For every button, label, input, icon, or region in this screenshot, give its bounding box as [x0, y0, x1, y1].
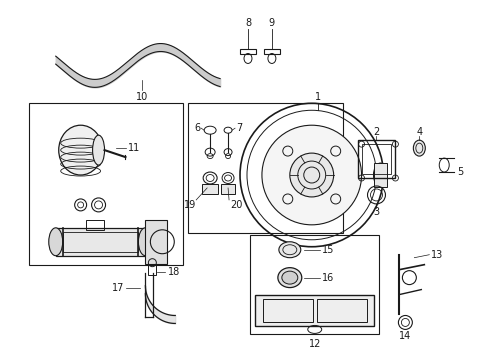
- Bar: [358, 140, 395, 178]
- Bar: [202, 184, 218, 194]
- Text: 4: 4: [416, 127, 422, 137]
- Text: 15: 15: [322, 245, 334, 255]
- Bar: [63, 232, 138, 252]
- Text: 5: 5: [457, 167, 464, 177]
- Ellipse shape: [59, 125, 102, 175]
- Bar: [373, 163, 388, 187]
- Text: 18: 18: [168, 267, 180, 276]
- Text: 14: 14: [399, 332, 412, 341]
- Bar: [146, 220, 167, 264]
- Bar: [29, 103, 183, 265]
- Text: 2: 2: [373, 127, 380, 137]
- Bar: [263, 298, 313, 323]
- Ellipse shape: [93, 135, 104, 165]
- Ellipse shape: [373, 163, 388, 187]
- Bar: [148, 265, 156, 275]
- Bar: [221, 184, 235, 194]
- Text: 1: 1: [315, 92, 321, 102]
- Text: 3: 3: [373, 207, 380, 217]
- Text: 7: 7: [236, 123, 242, 133]
- Ellipse shape: [282, 271, 298, 284]
- Text: 8: 8: [245, 18, 251, 28]
- Bar: [255, 294, 374, 327]
- Text: 20: 20: [230, 200, 243, 210]
- Bar: [317, 298, 367, 323]
- Text: 19: 19: [184, 200, 196, 210]
- Ellipse shape: [49, 228, 63, 256]
- Text: 11: 11: [128, 143, 141, 153]
- Bar: [362, 144, 392, 174]
- Bar: [56, 228, 146, 256]
- Circle shape: [262, 125, 362, 225]
- Bar: [188, 103, 343, 233]
- Text: 13: 13: [431, 250, 443, 260]
- Circle shape: [290, 153, 334, 197]
- Ellipse shape: [278, 268, 302, 288]
- Text: 10: 10: [136, 92, 148, 102]
- Text: 17: 17: [112, 283, 124, 293]
- Text: 6: 6: [194, 123, 200, 133]
- Bar: [264, 49, 280, 54]
- Text: 12: 12: [309, 339, 321, 349]
- Ellipse shape: [138, 228, 152, 256]
- Bar: [240, 49, 256, 54]
- Ellipse shape: [279, 242, 301, 258]
- Text: 16: 16: [322, 273, 334, 283]
- Bar: [86, 220, 103, 230]
- Bar: [250, 235, 379, 334]
- Text: 9: 9: [269, 18, 275, 28]
- Ellipse shape: [414, 140, 425, 156]
